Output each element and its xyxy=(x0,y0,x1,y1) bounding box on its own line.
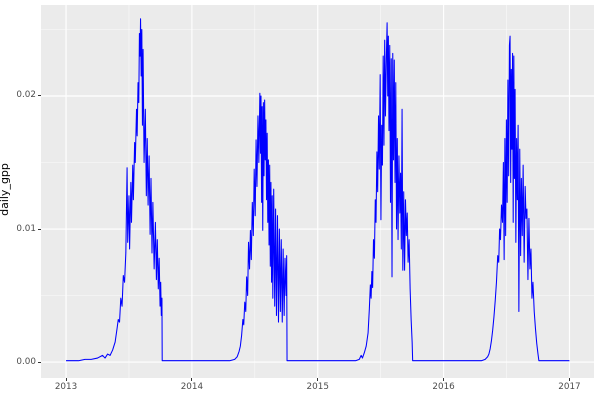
y-tick-mark xyxy=(38,361,41,363)
y-tick-mark xyxy=(38,228,41,230)
x-tick-mark xyxy=(317,378,319,381)
x-tick-label: 2017 xyxy=(558,382,581,392)
y-tick-label: 0.00 xyxy=(16,356,36,367)
y-tick-label: 0.02 xyxy=(16,90,36,101)
y-axis-title-text: daily_gpp xyxy=(0,162,11,216)
data-line xyxy=(66,18,570,362)
plot-panel xyxy=(41,5,594,378)
x-tick-label: 2016 xyxy=(432,382,455,392)
x-tick-mark xyxy=(191,378,193,381)
x-tick-label: 2014 xyxy=(180,382,204,392)
plot-svg xyxy=(41,5,594,378)
x-tick-mark xyxy=(443,378,445,381)
y-axis-title: daily_gpp xyxy=(0,0,11,378)
x-tick-mark xyxy=(568,378,570,381)
y-tick-label: 0.01 xyxy=(16,223,36,234)
x-tick-label: 2013 xyxy=(54,382,78,392)
x-tick-mark xyxy=(65,378,67,381)
y-tick-mark xyxy=(38,95,41,97)
x-tick-label: 2015 xyxy=(306,382,329,392)
